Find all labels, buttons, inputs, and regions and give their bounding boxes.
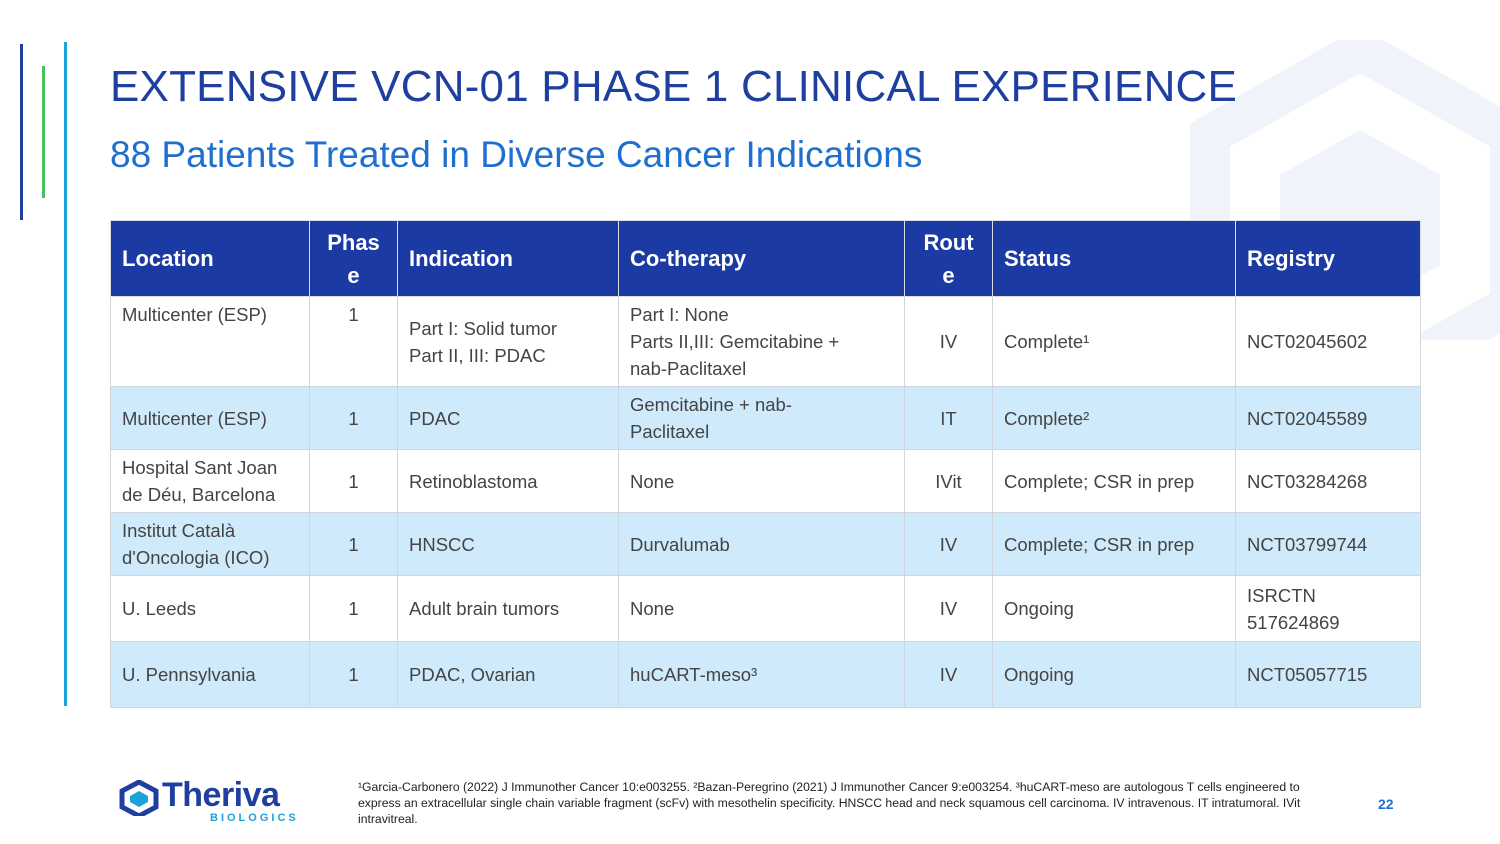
table-row: U. Pennsylvania 1 PDAC, Ovarian huCART-m… <box>110 641 1421 708</box>
cell-registry: NCT02045589 <box>1235 386 1421 450</box>
header-route: Rout e <box>904 220 993 297</box>
header-registry: Registry <box>1235 220 1421 297</box>
cell-location: U. Pennsylvania <box>110 641 310 708</box>
cell-registry: ISRCTN 517624869 <box>1235 575 1421 642</box>
cell-phase: 1 <box>309 641 398 708</box>
cell-phase: 1 <box>309 449 398 513</box>
cell-cotherapy: Gemcitabine + nab- Paclitaxel <box>618 386 905 450</box>
cell-indication: PDAC, Ovarian <box>397 641 619 708</box>
cell-registry: NCT03799744 <box>1235 512 1421 576</box>
header-indication: Indication <box>397 220 619 297</box>
cell-indication: HNSCC <box>397 512 619 576</box>
page-number: 22 <box>1378 796 1394 812</box>
cell-status: Complete¹ <box>992 296 1236 387</box>
cell-indication: Adult brain tumors <box>397 575 619 642</box>
cell-registry: NCT02045602 <box>1235 296 1421 387</box>
theriva-logo: Theriva BIOLOGICS <box>118 776 308 828</box>
table-row: Multicenter (ESP) 1 PDAC Gemcitabine + n… <box>110 386 1421 450</box>
cell-cotherapy: Durvalumab <box>618 512 905 576</box>
cell-status: Ongoing <box>992 641 1236 708</box>
header-status: Status <box>992 220 1236 297</box>
table-row: Multicenter (ESP) 1 Part I: Solid tumor … <box>110 296 1421 387</box>
cell-status: Ongoing <box>992 575 1236 642</box>
cell-indication: Retinoblastoma <box>397 449 619 513</box>
table-header-row: Location Phas e Indication Co-therapy Ro… <box>110 220 1421 297</box>
slide-title: EXTENSIVE VCN-01 PHASE 1 CLINICAL EXPERI… <box>110 62 1238 111</box>
header-location: Location <box>110 220 310 297</box>
cell-route: IV <box>904 296 993 387</box>
cell-cotherapy: None <box>618 575 905 642</box>
cell-route: IVit <box>904 449 993 513</box>
cell-location: U. Leeds <box>110 575 310 642</box>
cell-status: Complete² <box>992 386 1236 450</box>
cell-indication: Part I: Solid tumor Part II, III: PDAC <box>397 296 619 387</box>
cell-phase: 1 <box>309 575 398 642</box>
table-row: Hospital Sant Joan de Déu, Barcelona 1 R… <box>110 449 1421 513</box>
cell-cotherapy: Part I: None Parts II,III: Gemcitabine +… <box>618 296 905 387</box>
table-row: U. Leeds 1 Adult brain tumors None IV On… <box>110 575 1421 642</box>
cell-phase: 1 <box>309 386 398 450</box>
cell-location: Multicenter (ESP) <box>110 386 310 450</box>
cell-phase: 1 <box>309 512 398 576</box>
accent-bar-cyan <box>64 42 67 706</box>
logo-subtitle: BIOLOGICS <box>210 812 299 824</box>
cell-route: IV <box>904 512 993 576</box>
accent-bar-navy <box>20 44 23 220</box>
cell-registry: NCT05057715 <box>1235 641 1421 708</box>
slide-subtitle: 88 Patients Treated in Diverse Cancer In… <box>110 134 923 175</box>
cell-status: Complete; CSR in prep <box>992 449 1236 513</box>
header-phase: Phas e <box>309 220 398 297</box>
cell-route: IV <box>904 575 993 642</box>
cell-location: Institut Català d'Oncologia (ICO) <box>110 512 310 576</box>
cell-status: Complete; CSR in prep <box>992 512 1236 576</box>
cell-route: IV <box>904 641 993 708</box>
cell-registry: NCT03284268 <box>1235 449 1421 513</box>
logo-wordmark: Theriva <box>162 776 280 814</box>
clinical-trials-table: Location Phas e Indication Co-therapy Ro… <box>110 220 1421 708</box>
footnote: ¹Garcia-Carbonero (2022) J Immunother Ca… <box>358 780 1301 826</box>
cell-indication: PDAC <box>397 386 619 450</box>
cell-cotherapy: None <box>618 449 905 513</box>
header-cotherapy: Co-therapy <box>618 220 905 297</box>
theriva-hexagon-icon <box>119 780 159 816</box>
accent-bar-green <box>42 66 45 198</box>
cell-location: Hospital Sant Joan de Déu, Barcelona <box>110 449 310 513</box>
cell-phase: 1 <box>309 296 398 387</box>
cell-cotherapy: huCART-meso³ <box>618 641 905 708</box>
table-row: Institut Català d'Oncologia (ICO) 1 HNSC… <box>110 512 1421 576</box>
cell-location: Multicenter (ESP) <box>110 296 310 387</box>
cell-route: IT <box>904 386 993 450</box>
